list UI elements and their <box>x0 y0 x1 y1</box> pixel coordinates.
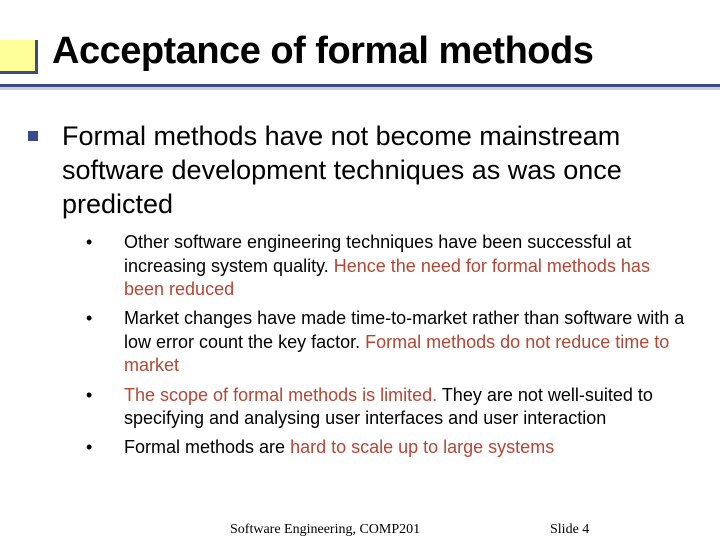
sub-text: Market changes have made time-to-market … <box>124 307 692 377</box>
sub-bullet-item: •Formal methods are hard to scale up to … <box>86 436 692 459</box>
sub-bullet-list: •Other software engineering techniques h… <box>86 231 692 460</box>
sub-text-highlight: The scope of formal methods is limited. <box>124 385 437 405</box>
sub-text-pre: Formal methods are <box>124 437 290 457</box>
sub-text: Other software engineering techniques ha… <box>124 231 692 301</box>
sub-text: The scope of formal methods is limited. … <box>124 384 692 431</box>
footer-course: Software Engineering, COMP201 <box>230 522 420 538</box>
footer-slide-number: Slide 4 <box>550 522 589 538</box>
dot-bullet-icon: • <box>86 307 124 330</box>
sub-text-highlight: hard to scale up to large systems <box>290 437 554 457</box>
sub-text: Formal methods are hard to scale up to l… <box>124 436 554 459</box>
sub-bullet-item: •Market changes have made time-to-market… <box>86 307 692 377</box>
main-bullet-item: Formal methods have not become mainstrea… <box>28 120 692 221</box>
dot-bullet-icon: • <box>86 436 124 459</box>
square-bullet-icon <box>28 131 38 141</box>
main-text: Formal methods have not become mainstrea… <box>62 120 692 221</box>
title-underline <box>0 84 720 90</box>
slide-content: Formal methods have not become mainstrea… <box>28 120 692 466</box>
sub-bullet-item: •Other software engineering techniques h… <box>86 231 692 301</box>
accent-decoration <box>0 40 38 74</box>
dot-bullet-icon: • <box>86 231 124 254</box>
dot-bullet-icon: • <box>86 384 124 407</box>
sub-bullet-item: •The scope of formal methods is limited.… <box>86 384 692 431</box>
slide-title: Acceptance of formal methods <box>52 30 593 73</box>
